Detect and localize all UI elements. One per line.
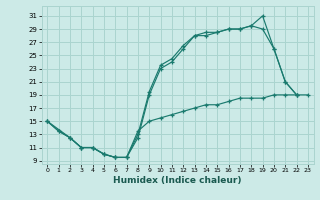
X-axis label: Humidex (Indice chaleur): Humidex (Indice chaleur) bbox=[113, 176, 242, 185]
